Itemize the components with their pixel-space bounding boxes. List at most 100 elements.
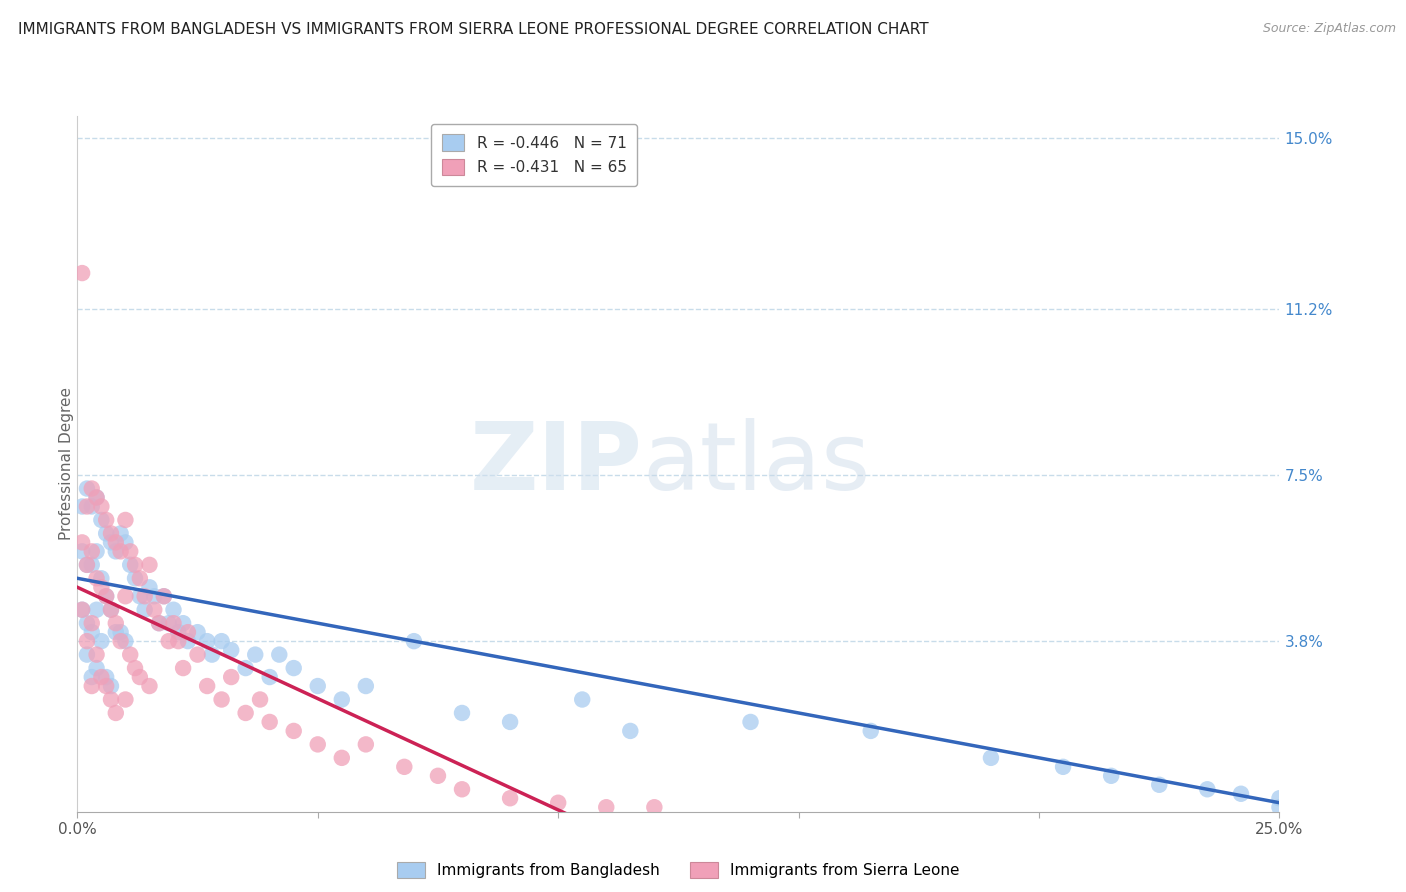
Point [76, 482, 98, 496]
Point [76, 558, 98, 572]
Point [283, 661, 305, 675]
Point [96, 589, 118, 603]
Point [104, 616, 127, 631]
Point [80, 558, 103, 572]
Point [76, 558, 98, 572]
Point [124, 571, 146, 585]
Text: ZIP: ZIP [470, 417, 643, 510]
Point [86, 648, 108, 662]
Point [330, 692, 353, 706]
Point [1268, 791, 1291, 805]
Point [86, 661, 108, 675]
Point [1230, 787, 1253, 801]
Point [104, 544, 127, 558]
Point [80, 500, 103, 514]
Point [1099, 769, 1122, 783]
Point [172, 661, 194, 675]
Point [740, 714, 762, 729]
Point [96, 670, 118, 684]
Text: Source: ZipAtlas.com: Source: ZipAtlas.com [1263, 22, 1396, 36]
Point [249, 692, 271, 706]
Point [114, 634, 136, 648]
Point [110, 544, 132, 558]
Point [211, 692, 233, 706]
Point [427, 769, 450, 783]
Point [100, 535, 122, 549]
Point [143, 603, 166, 617]
Text: atlas: atlas [643, 417, 870, 510]
Point [148, 616, 170, 631]
Point [1052, 760, 1074, 774]
Point [283, 723, 305, 738]
Point [134, 589, 156, 603]
Point [451, 706, 474, 720]
Point [187, 648, 209, 662]
Point [104, 535, 127, 549]
Point [394, 760, 416, 774]
Legend: Immigrants from Bangladesh, Immigrants from Sierra Leone: Immigrants from Bangladesh, Immigrants f… [391, 856, 966, 884]
Point [90, 670, 112, 684]
Point [259, 670, 281, 684]
Point [80, 482, 103, 496]
Point [859, 723, 882, 738]
Point [80, 670, 103, 684]
Point [114, 692, 136, 706]
Text: IMMIGRANTS FROM BANGLADESH VS IMMIGRANTS FROM SIERRA LEONE PROFESSIONAL DEGREE C: IMMIGRANTS FROM BANGLADESH VS IMMIGRANTS… [18, 22, 929, 37]
Point [76, 500, 98, 514]
Point [128, 571, 150, 585]
Point [124, 661, 146, 675]
Point [138, 580, 160, 594]
Point [100, 692, 122, 706]
Point [124, 558, 146, 572]
Point [90, 513, 112, 527]
Point [451, 782, 474, 797]
Point [110, 634, 132, 648]
Point [80, 616, 103, 631]
Point [70, 500, 93, 514]
Point [96, 526, 118, 541]
Point [70, 603, 93, 617]
Point [643, 800, 665, 814]
Point [110, 526, 132, 541]
Point [187, 625, 209, 640]
Point [120, 648, 142, 662]
Point [547, 796, 569, 810]
Point [100, 603, 122, 617]
Point [86, 491, 108, 505]
Point [80, 679, 103, 693]
Point [104, 625, 127, 640]
Point [330, 751, 353, 765]
Point [167, 625, 190, 640]
Point [138, 679, 160, 693]
Point [219, 670, 242, 684]
Point [70, 266, 93, 280]
Point [499, 714, 522, 729]
Point [128, 670, 150, 684]
Point [177, 634, 200, 648]
Point [211, 634, 233, 648]
Point [120, 544, 142, 558]
Point [235, 661, 257, 675]
Point [245, 648, 267, 662]
Point [86, 603, 108, 617]
Point [235, 706, 257, 720]
Point [100, 679, 122, 693]
Point [86, 571, 108, 585]
Point [138, 558, 160, 572]
Point [571, 692, 593, 706]
Point [219, 643, 242, 657]
Point [402, 634, 425, 648]
Point [76, 634, 98, 648]
Point [354, 738, 377, 752]
Point [80, 625, 103, 640]
Point [153, 589, 176, 603]
Point [177, 625, 200, 640]
Point [100, 603, 122, 617]
Point [104, 706, 127, 720]
Point [128, 589, 150, 603]
Point [259, 714, 281, 729]
Point [90, 571, 112, 585]
Point [1149, 778, 1171, 792]
Point [157, 634, 180, 648]
Point [143, 589, 166, 603]
